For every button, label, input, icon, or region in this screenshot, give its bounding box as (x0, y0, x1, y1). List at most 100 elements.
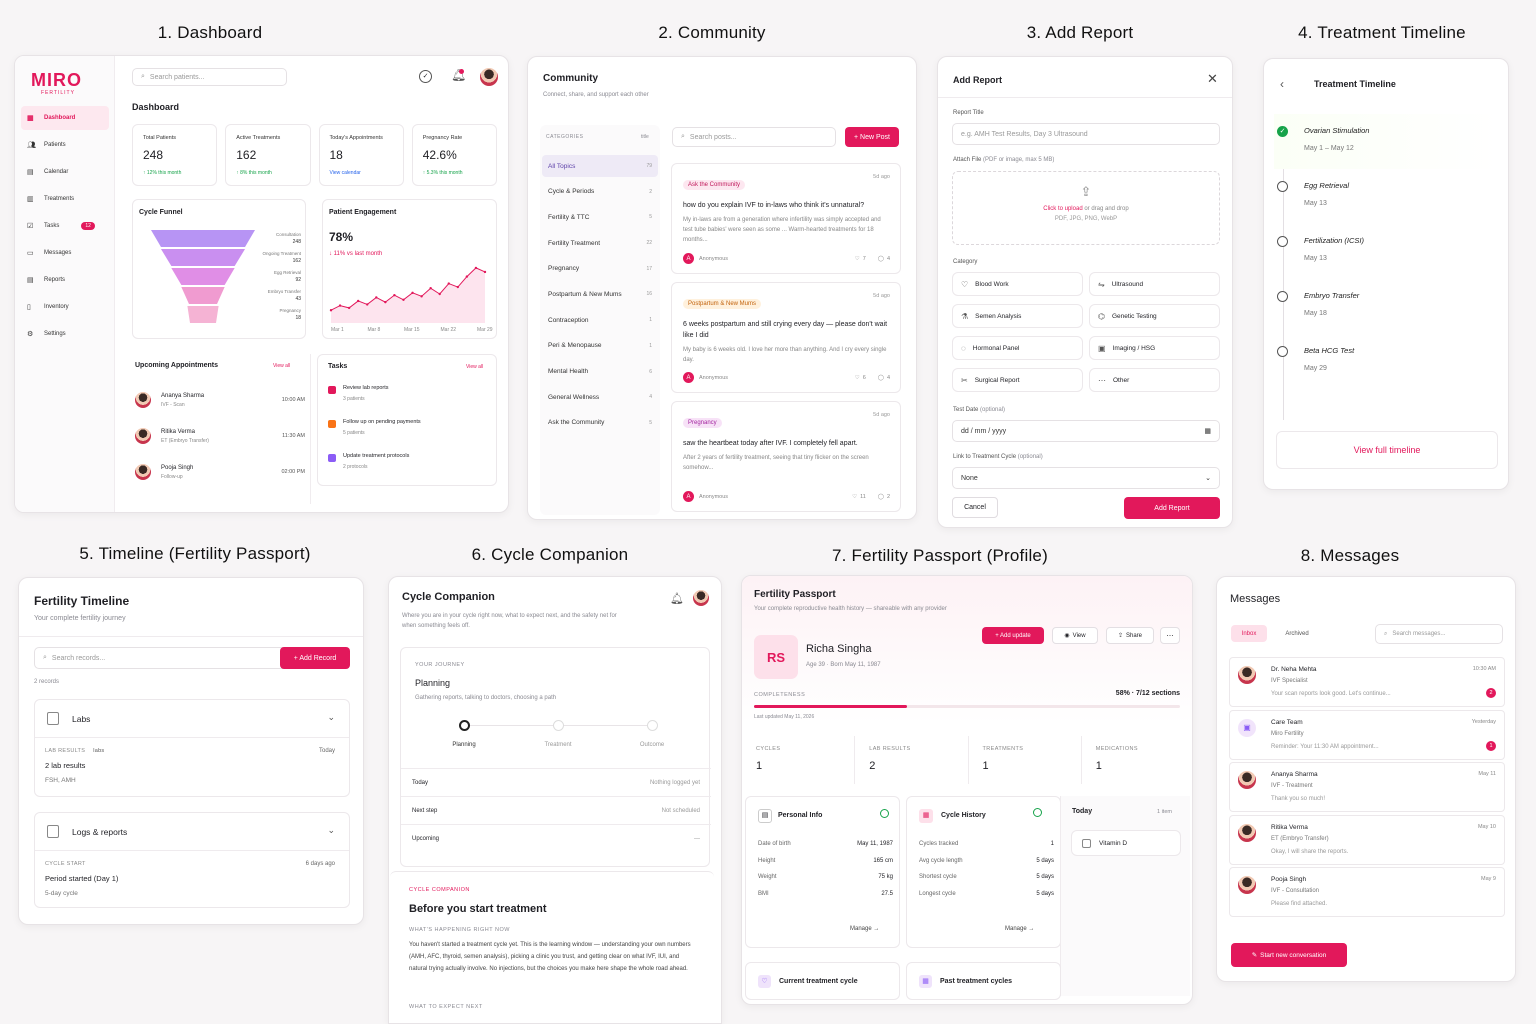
avatar[interactable] (480, 68, 498, 86)
upload-dropzone[interactable]: ⇪ Click to upload or drag and drop PDF, … (952, 171, 1220, 245)
heart-icon[interactable]: ♡ (852, 493, 858, 500)
tab-archived[interactable]: Archived (1285, 630, 1309, 637)
personal-manage-link[interactable]: Manage → (850, 926, 880, 932)
add-update-button[interactable]: + Add update (982, 627, 1044, 644)
share-button[interactable]: ⇪ Share (1106, 627, 1154, 644)
sidebar-item-dashboard[interactable]: ▦ Dashboard (21, 106, 109, 130)
messages-search-input[interactable]: ⌕ Search messages... (1375, 624, 1503, 644)
comment-icon[interactable]: ◯ (877, 374, 884, 381)
view-button[interactable]: ◉ View (1052, 627, 1098, 644)
message-item[interactable]: Ananya Sharma IVF - Treatment Thank you so… (1229, 762, 1505, 812)
timeline-item[interactable]: Embryo Transfer May 18 (1274, 279, 1499, 334)
timeline-item[interactable]: Egg Retrieval May 13 (1274, 169, 1499, 224)
record-when[interactable]: 6 days ago (305, 861, 335, 867)
category-option[interactable]: ⇋ Ultrasound (1089, 272, 1220, 296)
category-option[interactable]: ▣ Imaging / HSG (1089, 336, 1220, 360)
sidebar-item-reports[interactable]: ▤ Reports (21, 268, 109, 292)
view-full-timeline-button[interactable]: View full timeline (1276, 431, 1498, 469)
task-item[interactable]: Review lab reports 3 patients (328, 385, 493, 419)
cancel-button[interactable]: Cancel (952, 497, 998, 518)
start-conversation-button[interactable]: ✎ Start new conversation (1231, 943, 1347, 967)
link-cycle-select[interactable]: None ⌄ (952, 467, 1220, 489)
category-item[interactable]: Cycle & Periods 2 (542, 181, 658, 203)
appointment-item[interactable]: Ritika Verma ET (Embryo Transfer) 11:30 AM (135, 418, 305, 454)
message-list: Dr. Neha Mehta IVF Specialist Your scan re… (1229, 657, 1505, 920)
message-item[interactable]: Dr. Neha Mehta IVF Specialist Your scan re… (1229, 657, 1505, 707)
message-item[interactable]: Pooja Singh IVF - Consultation Please find… (1229, 867, 1505, 917)
tasks-view-all[interactable]: View all (466, 364, 484, 370)
category-item[interactable]: Fertility & TTC 5 (542, 206, 658, 228)
add-record-button[interactable]: + Add Record (280, 647, 350, 669)
report-title-input[interactable]: e.g. AMH Test Results, Day 3 Ultrasound (952, 123, 1220, 145)
comment-icon[interactable]: ◯ (877, 255, 884, 262)
category-item[interactable]: Contraception 1 (542, 309, 658, 331)
search-input[interactable]: ⌕ Search patients... (132, 68, 287, 86)
stat-sub[interactable]: View calendar (329, 170, 361, 176)
timeline-item[interactable]: ✓ Ovarian Stimulation May 1 – May 12 (1274, 114, 1499, 169)
sidebar-item-inventory[interactable]: ▯ Inventory (21, 295, 109, 319)
post-card[interactable]: Ask the Community 5d ago how do you explai… (671, 163, 901, 274)
avatar[interactable] (693, 590, 709, 606)
sidebar-item-settings[interactable]: ⚙ Settings (21, 322, 109, 346)
past-cycles-card[interactable]: ▦ Past treatment cycles (906, 962, 1061, 1000)
category-option[interactable]: ✂ Surgical Report (952, 368, 1083, 392)
heart-icon[interactable]: ♡ (854, 374, 860, 381)
record-when[interactable]: Today (318, 748, 335, 754)
category-option[interactable]: ◌ Hormonal Panel (952, 336, 1083, 360)
category-item[interactable]: Fertility Treatment 22 (542, 232, 658, 254)
category-item[interactable]: Mental Health 6 (542, 361, 658, 383)
appointment-item[interactable]: Pooja Singh Follow-up 02:00 PM (135, 454, 305, 490)
upload-link[interactable]: Click to upload (1043, 206, 1083, 212)
category-option[interactable]: ⋯ Other (1089, 368, 1220, 392)
more-icon[interactable]: ⋯ (1160, 627, 1180, 644)
task-checkbox[interactable] (328, 420, 336, 428)
cycle-history-title: Cycle History (941, 812, 986, 819)
category-item[interactable]: All Topics 79 (542, 155, 658, 177)
task-text: Update treatment protocols 2 protocols (343, 453, 409, 487)
new-post-button[interactable]: + New Post (845, 127, 899, 147)
category-item[interactable]: Ask the Community 5 (542, 412, 658, 434)
sidebar-item-calendar[interactable]: ▤ Calendar (21, 160, 109, 184)
add-report-button[interactable]: Add Report (1124, 497, 1220, 519)
category-item[interactable]: Pregnancy 17 (542, 258, 658, 280)
records-search-input[interactable]: ⌕ Search records... (34, 647, 289, 669)
post-search-input[interactable]: ⌕ Search posts... (672, 127, 836, 147)
test-date-input[interactable]: dd / mm / yyyy ▦ (952, 420, 1220, 442)
category-option[interactable]: ♡ Blood Work (952, 272, 1083, 296)
message-item[interactable]: Ritika Verma ET (Embryo Transfer) Okay, I … (1229, 814, 1505, 865)
appointments-view-all[interactable]: View all (273, 363, 291, 369)
sidebar-item-messages[interactable]: ▭ Messages (21, 241, 109, 265)
close-icon[interactable]: ✕ (1207, 71, 1218, 86)
message-item[interactable]: ▣ Care Team Miro Fertility Reminder: Your 1… (1229, 709, 1505, 760)
sidebar-item-patients[interactable]: 👥︎ Patients (21, 133, 109, 157)
category-option[interactable]: ⚗ Semen Analysis (952, 304, 1083, 328)
timeline-item[interactable]: Fertilization (ICSI) May 13 (1274, 224, 1499, 279)
heart-icon[interactable]: ♡ (854, 255, 860, 262)
check-circle-icon[interactable]: ✓ (419, 70, 432, 83)
category-item[interactable]: Postpartum & New Mums 16 (542, 283, 658, 305)
section-title-dashboard: 1. Dashboard (157, 23, 263, 42)
chevron-down-icon[interactable]: ⌄ (327, 712, 335, 722)
today-item[interactable]: Vitamin D (1071, 830, 1181, 856)
task-checkbox[interactable] (328, 386, 336, 394)
back-chevron-icon[interactable]: ‹ (1280, 77, 1284, 91)
post-card[interactable]: Pregnancy 5d ago saw the heartbeat today a… (671, 401, 901, 512)
task-checkbox[interactable] (328, 454, 336, 462)
category-item[interactable]: General Wellness 4 (542, 386, 658, 408)
appointment-item[interactable]: Ananya Sharma IVF - Scan 10:00 AM (135, 382, 305, 418)
sidebar-item-tasks[interactable]: ☑ Tasks 12 (21, 214, 109, 238)
bell-icon[interactable]: 🔔︎ (670, 593, 684, 605)
history-manage-link[interactable]: Manage → (1005, 926, 1035, 932)
comment-icon[interactable]: ◯ (877, 493, 884, 500)
category-option[interactable]: ⌬ Genetic Testing (1089, 304, 1220, 328)
timeline-item-date: May 29 (1304, 365, 1327, 372)
task-item[interactable]: Follow up on pending payments 5 patients (328, 419, 493, 453)
post-card[interactable]: Postpartum & New Mums 5d ago 6 weeks postp… (671, 282, 901, 393)
current-cycle-card[interactable]: ♡ Current treatment cycle (745, 962, 900, 1000)
chevron-down-icon[interactable]: ⌄ (327, 825, 335, 835)
timeline-item[interactable]: Beta HCG Test May 29 (1274, 334, 1499, 389)
category-item[interactable]: Peri & Menopause 1 (542, 335, 658, 357)
tab-inbox[interactable]: Inbox (1231, 625, 1267, 642)
sidebar-item-treatments[interactable]: ▥ Treatments (21, 187, 109, 211)
task-item[interactable]: Update treatment protocols 2 protocols (328, 453, 493, 487)
